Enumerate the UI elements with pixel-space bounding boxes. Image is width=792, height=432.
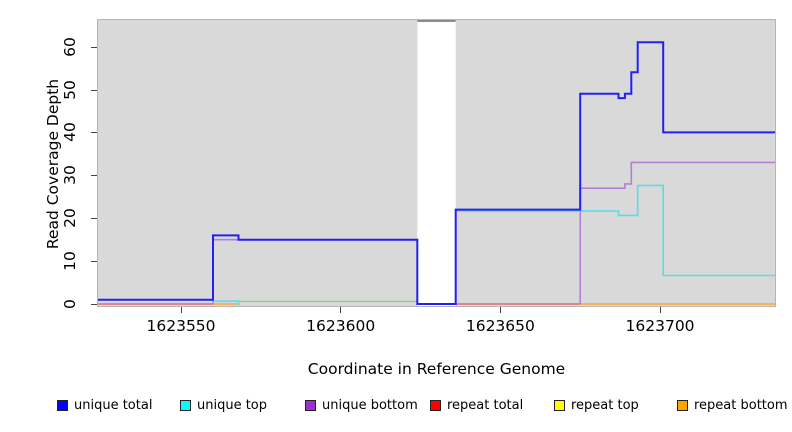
legend-swatch-icon [180, 400, 191, 411]
y-axis-label: Read Coverage Depth [44, 78, 62, 250]
y-tick-label: 50 [61, 79, 79, 100]
y-tick-mark [91, 132, 97, 134]
legend-item-label: unique top [197, 398, 268, 413]
x-tick-mark [499, 307, 501, 313]
x-tick-mark [659, 307, 661, 313]
masked-region-cap [417, 20, 456, 22]
legend-swatch-icon [677, 400, 688, 411]
legend-item-label: unique bottom [322, 398, 418, 413]
y-tick-label: 0 [61, 299, 79, 309]
legend-swatch-icon [430, 400, 441, 411]
x-axis-label: Coordinate in Reference Genome [307, 360, 566, 378]
x-tick-mark [180, 307, 182, 313]
series-unique-bottom-line [212, 161, 775, 305]
masked-region [417, 20, 456, 306]
x-tick-label: 1623650 [465, 317, 535, 335]
x-tick-mark [340, 307, 342, 313]
legend-item-label: unique total [74, 398, 153, 413]
y-tick-label: 20 [61, 208, 79, 229]
y-tick-label: 40 [61, 122, 79, 143]
legend-swatch-icon [554, 400, 565, 411]
x-tick-label: 1623550 [146, 317, 216, 335]
series-unique-total-line [98, 41, 775, 305]
y-tick-mark [91, 175, 97, 177]
y-tick-label: 30 [61, 165, 79, 186]
y-tick-mark [91, 261, 97, 263]
y-tick-mark [91, 46, 97, 48]
x-tick-label: 1623600 [306, 317, 376, 335]
plot-area [98, 20, 775, 306]
y-tick-label: 60 [61, 36, 79, 57]
y-tick-mark [91, 89, 97, 91]
legend-item-label: repeat top [571, 398, 639, 413]
y-tick-mark [91, 218, 97, 220]
legend-swatch-icon [57, 400, 68, 411]
legend-swatch-icon [305, 400, 316, 411]
series-unique-top-line [213, 184, 775, 306]
y-tick-label: 10 [61, 251, 79, 271]
x-tick-label: 1623700 [625, 317, 695, 335]
y-tick-mark [91, 304, 97, 305]
legend-item-label: repeat total [447, 398, 524, 413]
legend-item-label: repeat bottom [694, 398, 788, 413]
legend: unique total unique top unique bottom repea… [0, 397, 792, 419]
